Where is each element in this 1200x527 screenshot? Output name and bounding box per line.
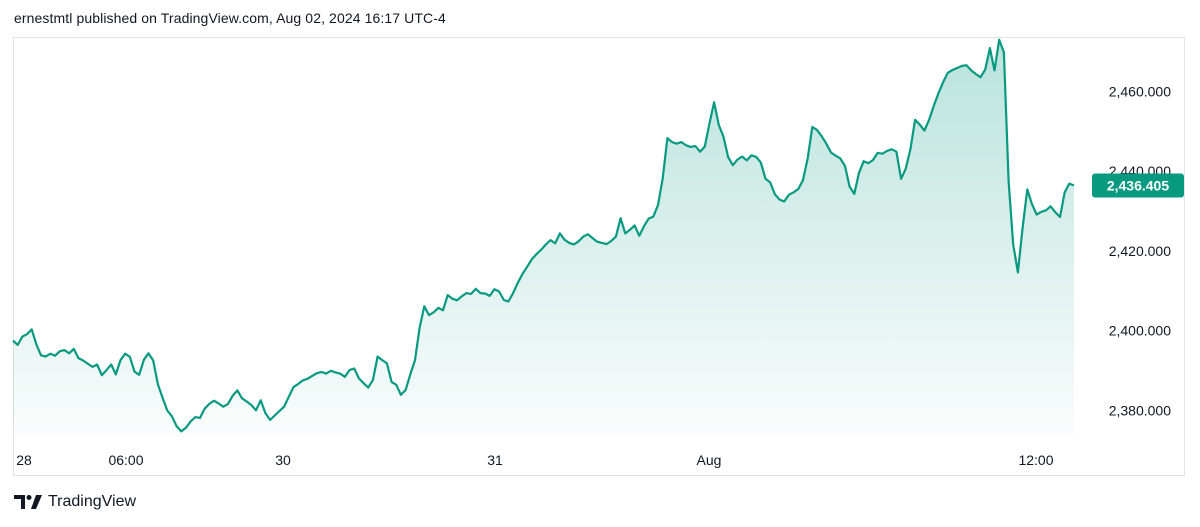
last-price-label: 2,436.405 — [1092, 173, 1184, 198]
price-line — [12, 38, 1075, 433]
time-tick-label: 06:00 — [108, 452, 143, 468]
price-tick-label: 2,460.000 — [1109, 84, 1171, 100]
brand-name: TradingView — [48, 493, 137, 510]
time-axis[interactable]: 28 06:00 30 31 Aug 12:00 — [16, 452, 1054, 468]
last-price-badge — [1092, 173, 1184, 198]
chart-frame — [13, 37, 1185, 476]
time-tick-label: Aug — [697, 452, 722, 468]
price-area-fill — [13, 39, 1074, 437]
tradingview-footer[interactable]: TradingView — [14, 493, 136, 511]
time-tick-label: 30 — [275, 452, 291, 468]
last-price-text: 2,436.405 — [1107, 178, 1169, 194]
price-axis[interactable]: 2,460.0002,440.0002,420.0002,400.0002,38… — [1109, 84, 1171, 419]
price-tick-label: 2,400.000 — [1109, 323, 1171, 339]
price-tick-label: 2,380.000 — [1109, 402, 1171, 418]
tradingview-logo-icon — [14, 495, 42, 509]
price-tick-label: 2,420.000 — [1109, 243, 1171, 259]
published-info: ernestmtl published on TradingView.com, … — [14, 10, 446, 26]
time-tick-label: 31 — [487, 452, 503, 468]
time-tick-label: 12:00 — [1018, 452, 1053, 468]
time-tick-label: 28 — [16, 452, 32, 468]
